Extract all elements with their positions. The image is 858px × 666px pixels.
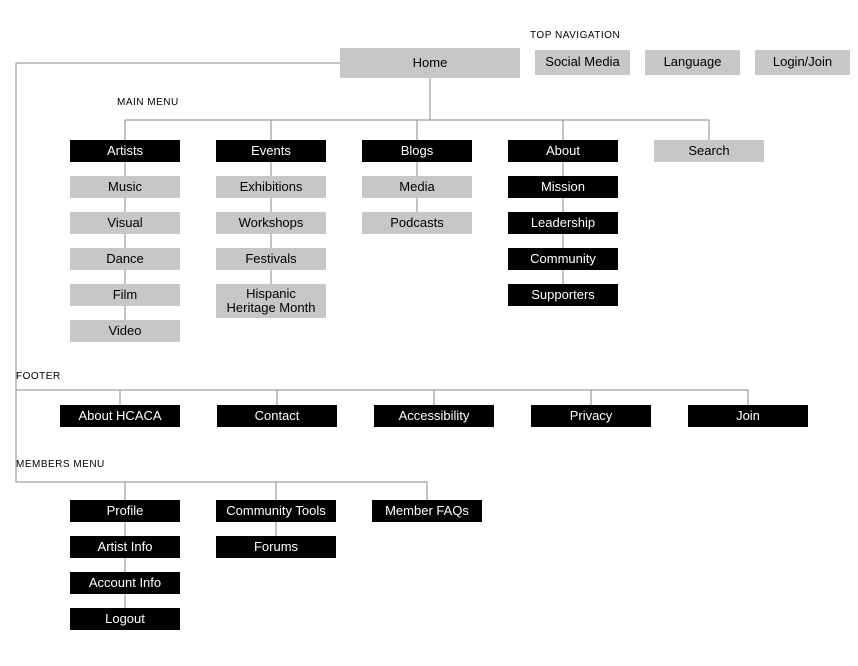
- node-leadership: Leadership: [508, 212, 618, 234]
- node-language: Language: [645, 50, 740, 75]
- node-visual: Visual: [70, 212, 180, 234]
- node-about: About: [508, 140, 618, 162]
- node-home: Home: [340, 48, 520, 78]
- node-blogs: Blogs: [362, 140, 472, 162]
- node-contact: Contact: [217, 405, 337, 427]
- node-media: Media: [362, 176, 472, 198]
- node-dance: Dance: [70, 248, 180, 270]
- node-login-join: Login/Join: [755, 50, 850, 75]
- node-community: Community: [508, 248, 618, 270]
- label-members: MEMBERS MENU: [16, 459, 105, 470]
- label-footer: FOOTER: [16, 371, 61, 382]
- node-account-info: Account Info: [70, 572, 180, 594]
- node-hhm: Hispanic Heritage Month: [216, 284, 326, 318]
- node-community-tools: Community Tools: [216, 500, 336, 522]
- node-events: Events: [216, 140, 326, 162]
- node-accessibility: Accessibility: [374, 405, 494, 427]
- label-main-menu: MAIN MENU: [117, 97, 179, 108]
- node-logout: Logout: [70, 608, 180, 630]
- node-mission: Mission: [508, 176, 618, 198]
- node-exhibitions: Exhibitions: [216, 176, 326, 198]
- node-podcasts: Podcasts: [362, 212, 472, 234]
- node-social-media: Social Media: [535, 50, 630, 75]
- node-supporters: Supporters: [508, 284, 618, 306]
- node-festivals: Festivals: [216, 248, 326, 270]
- node-workshops: Workshops: [216, 212, 326, 234]
- node-film: Film: [70, 284, 180, 306]
- node-artist-info: Artist Info: [70, 536, 180, 558]
- node-profile: Profile: [70, 500, 180, 522]
- node-forums: Forums: [216, 536, 336, 558]
- node-privacy: Privacy: [531, 405, 651, 427]
- node-member-faqs: Member FAQs: [372, 500, 482, 522]
- node-video: Video: [70, 320, 180, 342]
- node-artists: Artists: [70, 140, 180, 162]
- node-search: Search: [654, 140, 764, 162]
- node-about-hcaca: About HCACA: [60, 405, 180, 427]
- node-join: Join: [688, 405, 808, 427]
- node-music: Music: [70, 176, 180, 198]
- label-top-nav: TOP NAVIGATION: [530, 30, 620, 41]
